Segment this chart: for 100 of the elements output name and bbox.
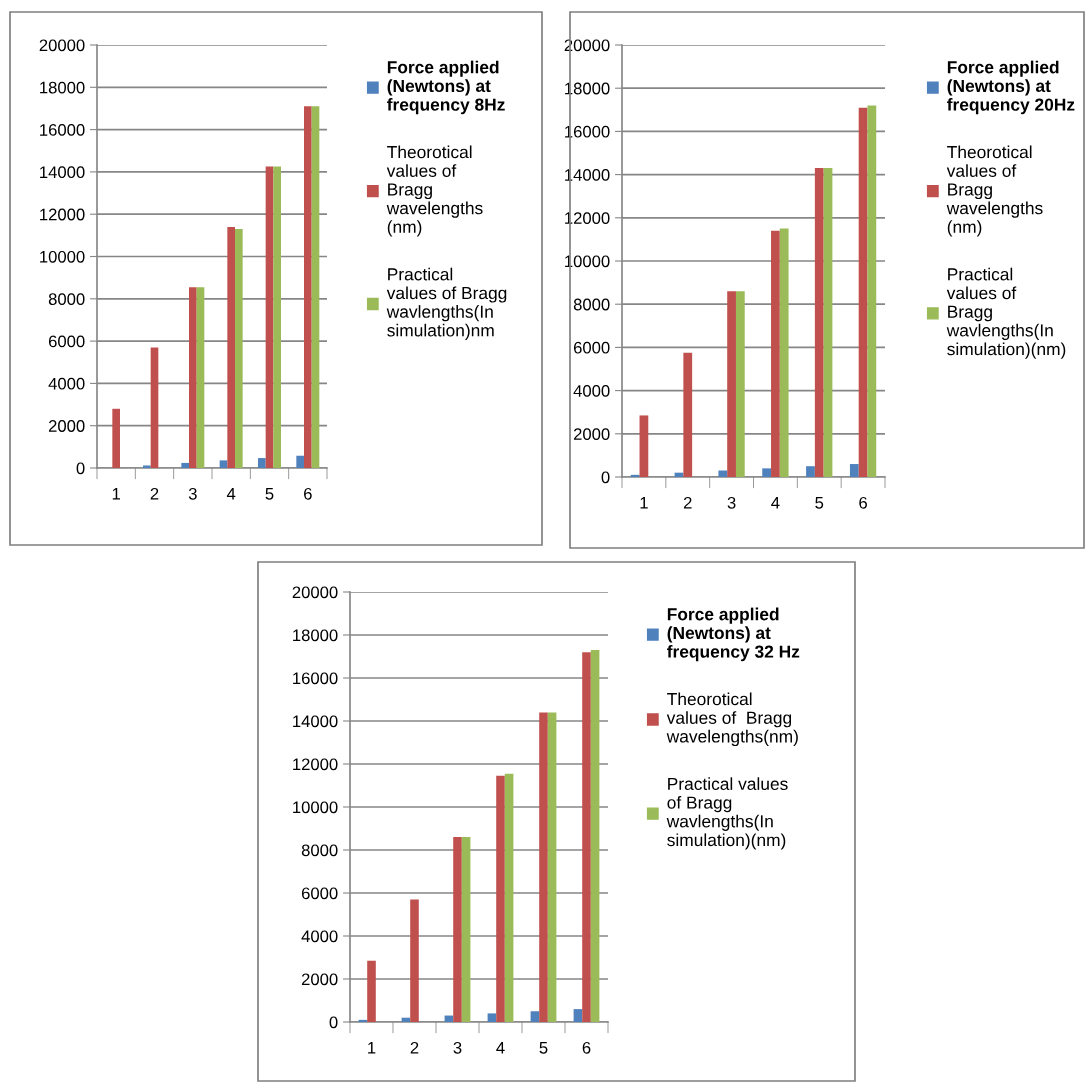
legend-label: Practical values of Bragg wavlengths(In simulation)(nm) <box>666 777 788 850</box>
bar <box>150 347 159 468</box>
bar <box>112 408 120 468</box>
legend-label: Force applied (Newtons) at frequency 8Hz <box>387 60 505 115</box>
y-tick-label: 8000 <box>301 844 338 857</box>
y-tick-label: 0 <box>329 1016 338 1029</box>
bar <box>771 230 780 477</box>
y-tick-label: 4000 <box>573 385 610 397</box>
legend-label: Practical values of Bragg wavlengths(In simulation)(nm) <box>946 267 1066 359</box>
bar <box>196 287 205 468</box>
bar <box>367 960 376 1022</box>
y-tick-label: 10000 <box>40 250 85 263</box>
bar <box>296 455 304 468</box>
x-tick-label: 3 <box>188 487 197 500</box>
bar <box>573 1009 583 1022</box>
y-tick-label: 18000 <box>293 629 338 642</box>
y-tick-label: 0 <box>76 462 85 475</box>
bar <box>718 470 728 477</box>
bar <box>487 1013 497 1022</box>
bar <box>806 466 815 477</box>
x-tick-label: 1 <box>368 1042 376 1054</box>
bar <box>235 229 243 468</box>
bar <box>823 168 833 477</box>
legend-label: Practical values of Bragg wavlengths(In simulation)nm <box>386 267 507 340</box>
bar <box>304 106 312 468</box>
y-tick-label: 18000 <box>40 81 85 94</box>
bar <box>814 168 824 477</box>
bar <box>590 650 600 1022</box>
x-tick-label: 6 <box>582 1041 591 1054</box>
y-tick-label: 6000 <box>573 341 610 354</box>
bar <box>639 415 649 477</box>
y-tick-label: 14000 <box>40 166 85 179</box>
bar <box>410 899 419 1022</box>
x-tick-label: 5 <box>265 488 274 500</box>
bar <box>582 652 591 1022</box>
x-tick-label: 3 <box>453 1041 462 1054</box>
y-tick-label: 12000 <box>293 758 338 771</box>
y-tick-label: 4000 <box>301 930 338 943</box>
y-tick-label: 20000 <box>292 586 338 599</box>
bar <box>762 468 772 477</box>
x-tick-label: 3 <box>727 496 736 509</box>
y-tick-label: 16000 <box>293 672 338 685</box>
x-tick-label: 1 <box>640 497 648 509</box>
y-tick-label: 14000 <box>565 169 610 181</box>
legend-label: Theorotical values of Bragg wavelengths (nm) <box>946 145 1043 237</box>
y-tick-label: 10000 <box>565 255 610 268</box>
x-tick-label: 2 <box>150 487 159 500</box>
bar <box>779 228 789 477</box>
y-tick-label: 8000 <box>48 293 85 305</box>
x-tick-label: 4 <box>496 1042 505 1054</box>
bar <box>504 773 514 1022</box>
y-tick-label: 12000 <box>565 212 610 224</box>
bar <box>849 464 859 477</box>
bar <box>453 837 462 1022</box>
x-tick-label: 5 <box>539 1042 548 1054</box>
legend-label: Force applied (Newtons) at frequency 20Hz <box>947 60 1075 115</box>
y-tick-label: 20000 <box>564 39 610 52</box>
bar <box>461 837 471 1022</box>
x-tick-label: 1 <box>112 488 120 500</box>
y-tick-label: 0 <box>601 471 610 484</box>
y-tick-label: 16000 <box>40 124 85 136</box>
legend-label: Theorotical values of Bragg wavelengths(nm) <box>666 692 798 747</box>
bar <box>227 226 235 468</box>
y-tick-label: 4000 <box>48 377 85 390</box>
y-tick-label: 18000 <box>565 82 610 95</box>
y-tick-label: 2000 <box>48 420 85 432</box>
x-tick-label: 4 <box>771 497 780 509</box>
y-tick-label: 2000 <box>301 973 338 986</box>
bar <box>735 291 745 477</box>
y-tick-label: 20000 <box>39 39 85 52</box>
bar <box>219 460 228 468</box>
y-tick-label: 2000 <box>573 428 610 440</box>
bar <box>265 166 274 468</box>
bar <box>539 712 548 1022</box>
y-tick-label: 14000 <box>293 715 338 728</box>
x-tick-label: 2 <box>410 1041 419 1054</box>
bar <box>143 465 151 468</box>
y-tick-label: 6000 <box>48 335 85 348</box>
bar <box>727 291 736 477</box>
y-tick-label: 12000 <box>40 208 85 221</box>
bar <box>258 458 266 468</box>
bar <box>496 775 505 1022</box>
y-tick-label: 10000 <box>293 801 338 814</box>
y-tick-label: 16000 <box>565 125 610 138</box>
bar <box>683 352 693 477</box>
x-tick-label: 4 <box>226 488 236 500</box>
y-tick-label: 6000 <box>301 887 338 900</box>
bar <box>311 106 320 468</box>
legend-label: Theorotical values of Bragg wavelengths (nm) <box>386 145 483 237</box>
x-tick-label: 6 <box>304 487 312 500</box>
x-tick-label: 2 <box>683 496 692 509</box>
bar <box>867 105 877 477</box>
x-tick-label: 5 <box>815 497 824 509</box>
bar <box>181 462 189 468</box>
bar <box>530 1011 540 1022</box>
bar <box>273 166 281 468</box>
bar <box>189 287 197 468</box>
bar <box>547 712 557 1022</box>
bar <box>858 107 868 477</box>
legend-label: Force applied (Newtons) at frequency 32 Hz <box>667 607 800 662</box>
